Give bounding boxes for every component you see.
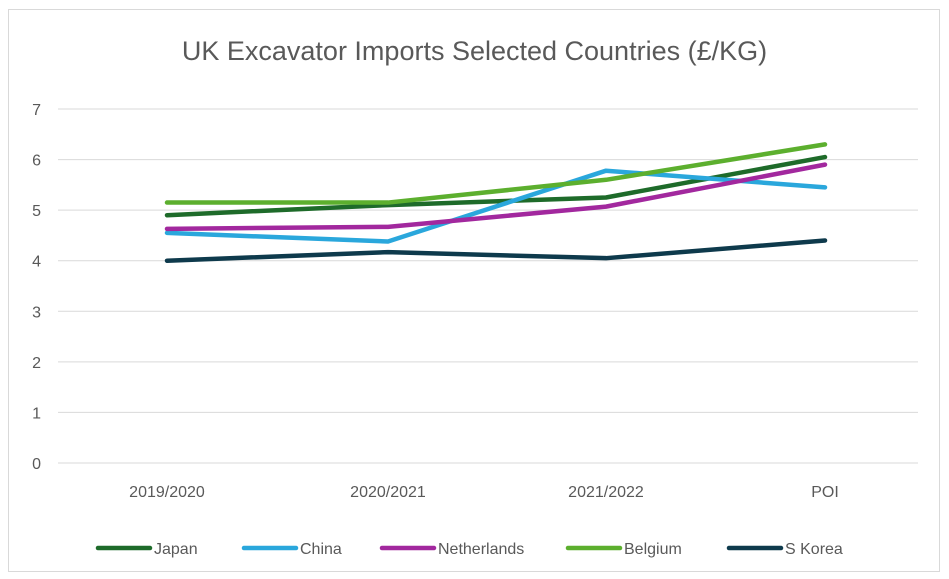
y-tick-label: 0 — [32, 456, 41, 473]
y-tick-label: 4 — [32, 254, 41, 271]
legend-label: Japan — [154, 541, 198, 558]
series-line-s-korea — [164, 238, 828, 263]
series-line-belgium — [164, 142, 828, 205]
y-tick-label: 2 — [32, 355, 41, 372]
series-line-netherlands — [164, 162, 828, 232]
y-tick-label: 5 — [32, 203, 41, 220]
chart-frame — [8, 9, 940, 572]
legend-label: Belgium — [624, 541, 682, 558]
legend-label: China — [300, 541, 342, 558]
series-line-china — [164, 168, 828, 244]
chart-title: UK Excavator Imports Selected Countries … — [181, 36, 768, 66]
x-tick-label: 2020/2021 — [350, 484, 426, 501]
x-tick-label: 2021/2022 — [568, 484, 644, 501]
series-lines — [164, 142, 828, 263]
y-tick-label: 7 — [32, 102, 41, 119]
x-axis-ticks: 2019/2020 2020/2021 2021/2022 POI — [129, 484, 839, 501]
x-tick-label: POI — [811, 484, 839, 501]
y-tick-label: 1 — [32, 405, 41, 422]
x-tick-label: 2019/2020 — [129, 484, 205, 501]
legend: Japan China Netherlands Belgium S Korea — [95, 541, 843, 558]
y-tick-label: 3 — [32, 304, 41, 321]
legend-label: Netherlands — [438, 541, 524, 558]
legend-label: S Korea — [785, 541, 843, 558]
y-axis-ticks: 0 1 2 3 4 5 6 7 — [32, 102, 41, 473]
y-tick-label: 6 — [32, 153, 41, 170]
